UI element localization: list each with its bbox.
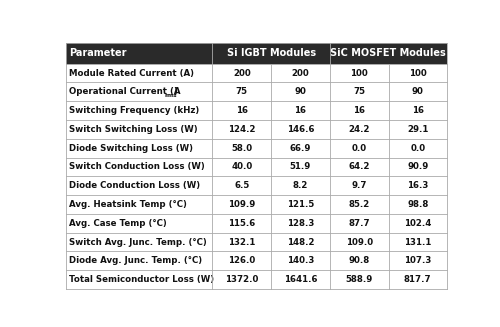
Text: 64.2: 64.2	[348, 163, 370, 171]
Text: 90: 90	[294, 87, 306, 96]
Bar	[212, 43, 330, 64]
Text: Si IGBT Modules: Si IGBT Modules	[226, 48, 316, 58]
Text: 16: 16	[236, 106, 248, 115]
Text: Switch Avg. Junc. Temp. (°C): Switch Avg. Junc. Temp. (°C)	[68, 238, 206, 247]
Text: 90: 90	[412, 87, 424, 96]
Text: 40.0: 40.0	[231, 163, 252, 171]
Text: 148.2: 148.2	[286, 238, 314, 247]
Text: 90.9: 90.9	[407, 163, 428, 171]
Bar	[66, 139, 447, 158]
Text: 16.3: 16.3	[407, 181, 428, 190]
Text: 90.8: 90.8	[348, 256, 370, 265]
Text: Switch Conduction Loss (W): Switch Conduction Loss (W)	[68, 163, 204, 171]
Text: Module Rated Current (A): Module Rated Current (A)	[68, 69, 194, 77]
Bar	[66, 233, 447, 251]
Text: 75: 75	[236, 87, 248, 96]
Text: 98.8: 98.8	[407, 200, 428, 209]
Text: 51.9: 51.9	[290, 163, 311, 171]
Text: 107.3: 107.3	[404, 256, 431, 265]
Text: 24.2: 24.2	[348, 125, 370, 134]
Text: SiC MOSFET Modules: SiC MOSFET Modules	[330, 48, 446, 58]
Text: 146.6: 146.6	[286, 125, 314, 134]
Text: Diode Switching Loss (W): Diode Switching Loss (W)	[68, 144, 192, 153]
Text: Total Semiconductor Loss (W): Total Semiconductor Loss (W)	[68, 275, 214, 284]
Text: Avg. Case Temp (°C): Avg. Case Temp (°C)	[68, 219, 166, 228]
Text: 16: 16	[412, 106, 424, 115]
Bar	[66, 270, 447, 289]
Bar	[66, 251, 447, 270]
Text: 87.7: 87.7	[348, 219, 370, 228]
Text: 131.1: 131.1	[404, 238, 431, 247]
Text: 66.9: 66.9	[290, 144, 311, 153]
Text: 8.2: 8.2	[293, 181, 308, 190]
Text: Switch Switching Loss (W): Switch Switching Loss (W)	[68, 125, 198, 134]
Bar	[66, 120, 447, 139]
Text: 817.7: 817.7	[404, 275, 431, 284]
Text: Diode Avg. Junc. Temp. (°C): Diode Avg. Junc. Temp. (°C)	[68, 256, 202, 265]
Bar	[66, 64, 447, 82]
Text: Switching Frequency (kHz): Switching Frequency (kHz)	[68, 106, 199, 115]
Text: Avg. Heatsink Temp (°C): Avg. Heatsink Temp (°C)	[68, 200, 186, 209]
Text: 128.3: 128.3	[287, 219, 314, 228]
Bar	[66, 82, 447, 101]
Text: 115.6: 115.6	[228, 219, 256, 228]
Text: 124.2: 124.2	[228, 125, 256, 134]
Text: 588.9: 588.9	[346, 275, 373, 284]
Bar	[66, 214, 447, 233]
Text: 126.0: 126.0	[228, 256, 256, 265]
Text: 200: 200	[233, 69, 250, 77]
Text: 102.4: 102.4	[404, 219, 431, 228]
Text: 109.9: 109.9	[228, 200, 256, 209]
Text: 100: 100	[350, 69, 368, 77]
Text: 0.0: 0.0	[352, 144, 367, 153]
Bar	[66, 158, 447, 176]
Text: ): )	[174, 87, 177, 96]
Text: 109.0: 109.0	[346, 238, 373, 247]
Text: 16: 16	[353, 106, 365, 115]
Text: Operational Current (A: Operational Current (A	[68, 87, 180, 96]
Text: 132.1: 132.1	[228, 238, 256, 247]
Text: 75: 75	[353, 87, 365, 96]
Bar	[66, 195, 447, 214]
Text: 0.0: 0.0	[410, 144, 426, 153]
Bar	[66, 176, 447, 195]
Text: 1372.0: 1372.0	[225, 275, 258, 284]
Text: Parameter: Parameter	[70, 48, 127, 58]
Text: 9.7: 9.7	[352, 181, 367, 190]
Text: 85.2: 85.2	[348, 200, 370, 209]
Text: 140.3: 140.3	[287, 256, 314, 265]
Text: 58.0: 58.0	[231, 144, 252, 153]
Text: 16: 16	[294, 106, 306, 115]
Text: 6.5: 6.5	[234, 181, 250, 190]
Text: 1641.6: 1641.6	[284, 275, 317, 284]
Text: 200: 200	[292, 69, 310, 77]
Text: 29.1: 29.1	[407, 125, 428, 134]
Bar	[66, 101, 447, 120]
Bar	[330, 43, 447, 64]
Text: rms: rms	[164, 93, 177, 97]
Text: 100: 100	[409, 69, 426, 77]
Text: 121.5: 121.5	[287, 200, 314, 209]
Text: Diode Conduction Loss (W): Diode Conduction Loss (W)	[68, 181, 200, 190]
Bar	[66, 43, 212, 64]
